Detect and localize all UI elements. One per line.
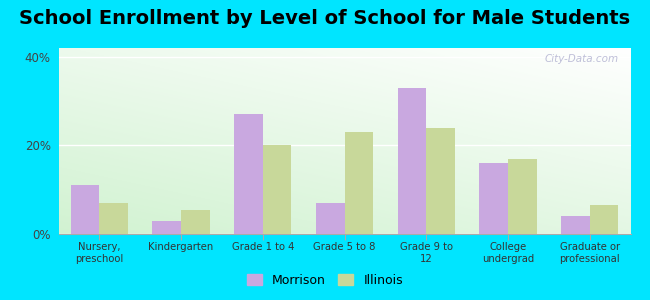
Bar [398, 88, 426, 234]
Bar [153, 221, 181, 234]
Text: School Enrollment by Level of School for Male Students: School Enrollment by Level of School for… [20, 9, 630, 28]
Bar [344, 132, 373, 234]
Bar [263, 146, 291, 234]
Bar [508, 159, 536, 234]
Bar [71, 185, 99, 234]
Bar [426, 128, 455, 234]
Bar [181, 210, 210, 234]
Bar [479, 163, 508, 234]
Text: City-Data.com: City-Data.com [545, 54, 619, 64]
Bar [561, 216, 590, 234]
Legend: Morrison, Illinois: Morrison, Illinois [243, 270, 407, 291]
Bar [234, 114, 263, 234]
Bar [99, 203, 128, 234]
Bar [316, 203, 344, 234]
Bar [590, 205, 618, 234]
